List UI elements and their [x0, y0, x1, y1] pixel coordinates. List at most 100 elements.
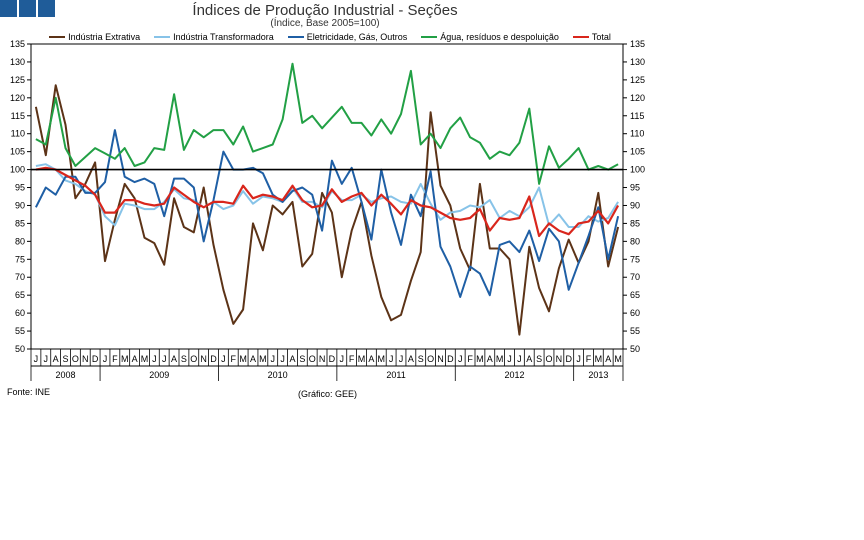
x-tick-label: D: [92, 354, 99, 364]
x-tick-label: N: [82, 354, 89, 364]
x-tick-label: A: [250, 354, 256, 364]
legend-swatch: [49, 36, 66, 38]
x-tick-label: S: [63, 354, 69, 364]
year-label: 2012: [504, 370, 524, 380]
logo-block-1: [0, 0, 17, 17]
y-tick-label-right: 100: [630, 165, 645, 175]
legend-label: Total: [591, 32, 611, 42]
chart-subtitle: (Índice, Base 2005=100): [270, 18, 380, 29]
legend-swatch: [421, 36, 438, 38]
x-tick-label: J: [162, 354, 167, 364]
x-tick-label: J: [576, 354, 581, 364]
y-tick-label-left: 115: [11, 111, 25, 121]
y-tick-label-right: 110: [630, 129, 644, 139]
x-tick-label: S: [181, 354, 187, 364]
x-tick-label: A: [605, 354, 611, 364]
x-tick-label: S: [299, 354, 305, 364]
x-tick-label: A: [289, 354, 295, 364]
legend-label: Indústria Transformadora: [173, 32, 274, 42]
year-label: 2008: [56, 370, 76, 380]
x-tick-label: D: [210, 354, 217, 364]
y-tick-label-left: 120: [10, 93, 25, 103]
x-tick-label: A: [487, 354, 493, 364]
legend-item: Eletricidade, Gás, Outros: [287, 32, 408, 42]
y-tick-label-right: 80: [630, 236, 640, 246]
x-tick-label: M: [595, 354, 603, 364]
x-tick-label: J: [270, 354, 275, 364]
y-tick-label-right: 55: [630, 326, 640, 336]
year-label: 2010: [268, 370, 288, 380]
y-tick-label-right: 115: [630, 111, 644, 121]
x-tick-label: O: [545, 354, 552, 364]
x-tick-label: J: [389, 354, 394, 364]
x-tick-label: J: [152, 354, 157, 364]
x-tick-label: O: [309, 354, 316, 364]
y-tick-label-right: 130: [630, 57, 645, 67]
x-tick-label: A: [171, 354, 177, 364]
source-note: Fonte: INE: [7, 387, 51, 397]
x-tick-label: J: [280, 354, 285, 364]
x-tick-label: J: [340, 354, 345, 364]
legend-label: Eletricidade, Gás, Outros: [306, 32, 408, 42]
y-tick-label-left: 65: [15, 290, 25, 300]
y-tick-label-left: 100: [10, 165, 25, 175]
x-tick-label: N: [200, 354, 207, 364]
year-label: 2011: [386, 370, 405, 380]
legend-item: Indústria Transformadora: [154, 32, 274, 42]
x-tick-label: F: [231, 354, 237, 364]
x-tick-label: J: [44, 354, 49, 364]
y-tick-label-left: 85: [15, 218, 25, 228]
x-tick-label: O: [190, 354, 197, 364]
legend-swatch: [154, 36, 171, 38]
x-tick-label: O: [72, 354, 79, 364]
y-tick-label-right: 90: [630, 200, 640, 210]
x-tick-label: M: [121, 354, 129, 364]
x-tick-label: M: [496, 354, 504, 364]
y-tick-label-left: 95: [15, 183, 25, 193]
x-tick-label: M: [476, 354, 484, 364]
y-tick-label-right: 65: [630, 290, 640, 300]
x-tick-label: J: [34, 354, 39, 364]
x-tick-label: J: [103, 354, 108, 364]
x-tick-label: S: [418, 354, 424, 364]
legend-item: Total: [572, 32, 611, 42]
x-tick-label: F: [586, 354, 592, 364]
x-tick-label: J: [221, 354, 226, 364]
series-line-4: [35, 62, 619, 185]
y-tick-label-right: 125: [630, 75, 645, 85]
legend-item: Indústria Extrativa: [49, 32, 140, 42]
x-tick-label: F: [112, 354, 118, 364]
logo-block-3: [38, 0, 55, 17]
x-tick-label: J: [507, 354, 512, 364]
y-tick-label-left: 75: [15, 254, 25, 264]
x-tick-label: A: [408, 354, 414, 364]
legend-label: Água, resíduos e despoluição: [440, 32, 559, 42]
y-tick-label-right: 95: [630, 183, 640, 193]
series-line-3: [35, 129, 620, 298]
x-tick-label: A: [368, 354, 374, 364]
chart-title: Índices de Produção Industrial - Seções: [192, 2, 458, 19]
x-tick-label: O: [427, 354, 434, 364]
x-tick-label: A: [53, 354, 59, 364]
x-tick-label: F: [349, 354, 355, 364]
y-tick-label-left: 60: [15, 308, 25, 318]
x-tick-label: F: [467, 354, 473, 364]
series-line-5: [35, 166, 620, 238]
y-tick-label-right: 135: [630, 39, 645, 49]
y-tick-label-left: 55: [15, 326, 25, 336]
x-tick-label: M: [358, 354, 366, 364]
y-tick-label-left: 80: [15, 236, 25, 246]
legend-label: Indústria Extrativa: [68, 32, 141, 42]
x-tick-label: A: [132, 354, 138, 364]
y-tick-label-left: 90: [15, 200, 25, 210]
year-label: 2009: [149, 370, 169, 380]
x-tick-label: D: [329, 354, 336, 364]
y-tick-label-left: 130: [10, 57, 25, 67]
chart-credit: (Gráfico: GEE): [298, 389, 358, 399]
x-tick-label: N: [556, 354, 563, 364]
y-tick-label-left: 110: [11, 129, 25, 139]
y-tick-label-right: 75: [630, 254, 640, 264]
y-tick-label-left: 70: [15, 272, 25, 282]
legend-swatch: [287, 36, 304, 38]
